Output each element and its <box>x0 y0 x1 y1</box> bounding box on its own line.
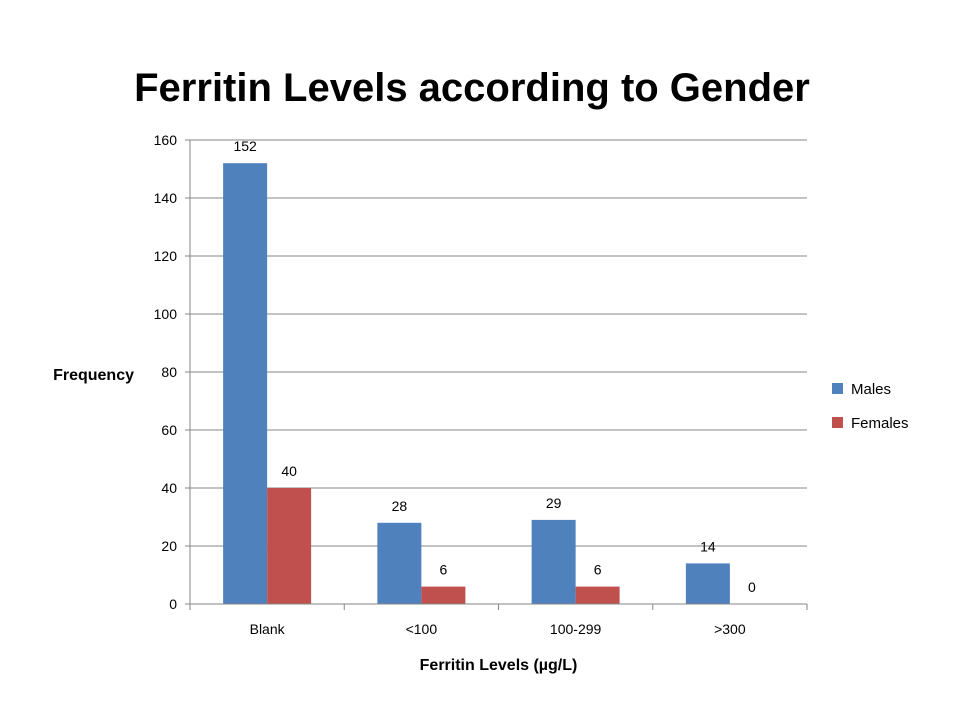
x-tick-label: <100 <box>406 621 438 637</box>
y-tick-label: 100 <box>154 306 178 322</box>
data-label: 40 <box>281 463 297 479</box>
bar-females-0 <box>267 488 312 604</box>
data-label: 6 <box>439 562 447 578</box>
y-tick-label: 60 <box>161 422 177 438</box>
bar-males-0 <box>223 163 268 604</box>
bar-females-1 <box>421 586 466 604</box>
x-axis-title: Ferritin Levels (µg/L) <box>420 657 578 674</box>
y-tick-label: 80 <box>161 364 177 380</box>
data-label: 0 <box>748 579 756 595</box>
bars <box>223 163 730 604</box>
data-labels: 152 40 28 6 29 6 14 0 <box>233 138 756 595</box>
y-tick-label: 20 <box>161 538 177 554</box>
y-axis-title: Frequency <box>53 367 134 384</box>
y-tick-label: 160 <box>154 132 178 148</box>
gridlines <box>190 139 807 547</box>
x-tick-label: Blank <box>250 621 286 637</box>
x-tick-label: 100-299 <box>550 621 602 637</box>
data-label: 6 <box>594 562 602 578</box>
data-label: 14 <box>700 538 716 554</box>
chart-title: Ferritin Levels according to Gender <box>134 66 810 110</box>
legend-label-females: Females <box>851 415 909 432</box>
bar-males-1 <box>377 522 422 604</box>
x-tick-label: >300 <box>714 621 746 637</box>
data-label: 152 <box>233 138 257 154</box>
bar-males-3 <box>685 563 730 604</box>
legend-label-males: Males <box>851 381 891 398</box>
data-label: 28 <box>392 498 408 514</box>
legend-swatch-females <box>832 417 843 428</box>
legend: Males Females <box>832 381 909 432</box>
legend-swatch-males <box>832 383 843 394</box>
data-label: 29 <box>546 495 562 511</box>
bar-males-2 <box>531 519 576 604</box>
y-tick-label: 120 <box>154 248 178 264</box>
y-tick-label: 0 <box>169 596 177 612</box>
y-tick-label: 140 <box>154 190 178 206</box>
bar-females-2 <box>575 586 620 604</box>
y-tick-label: 40 <box>161 480 177 496</box>
